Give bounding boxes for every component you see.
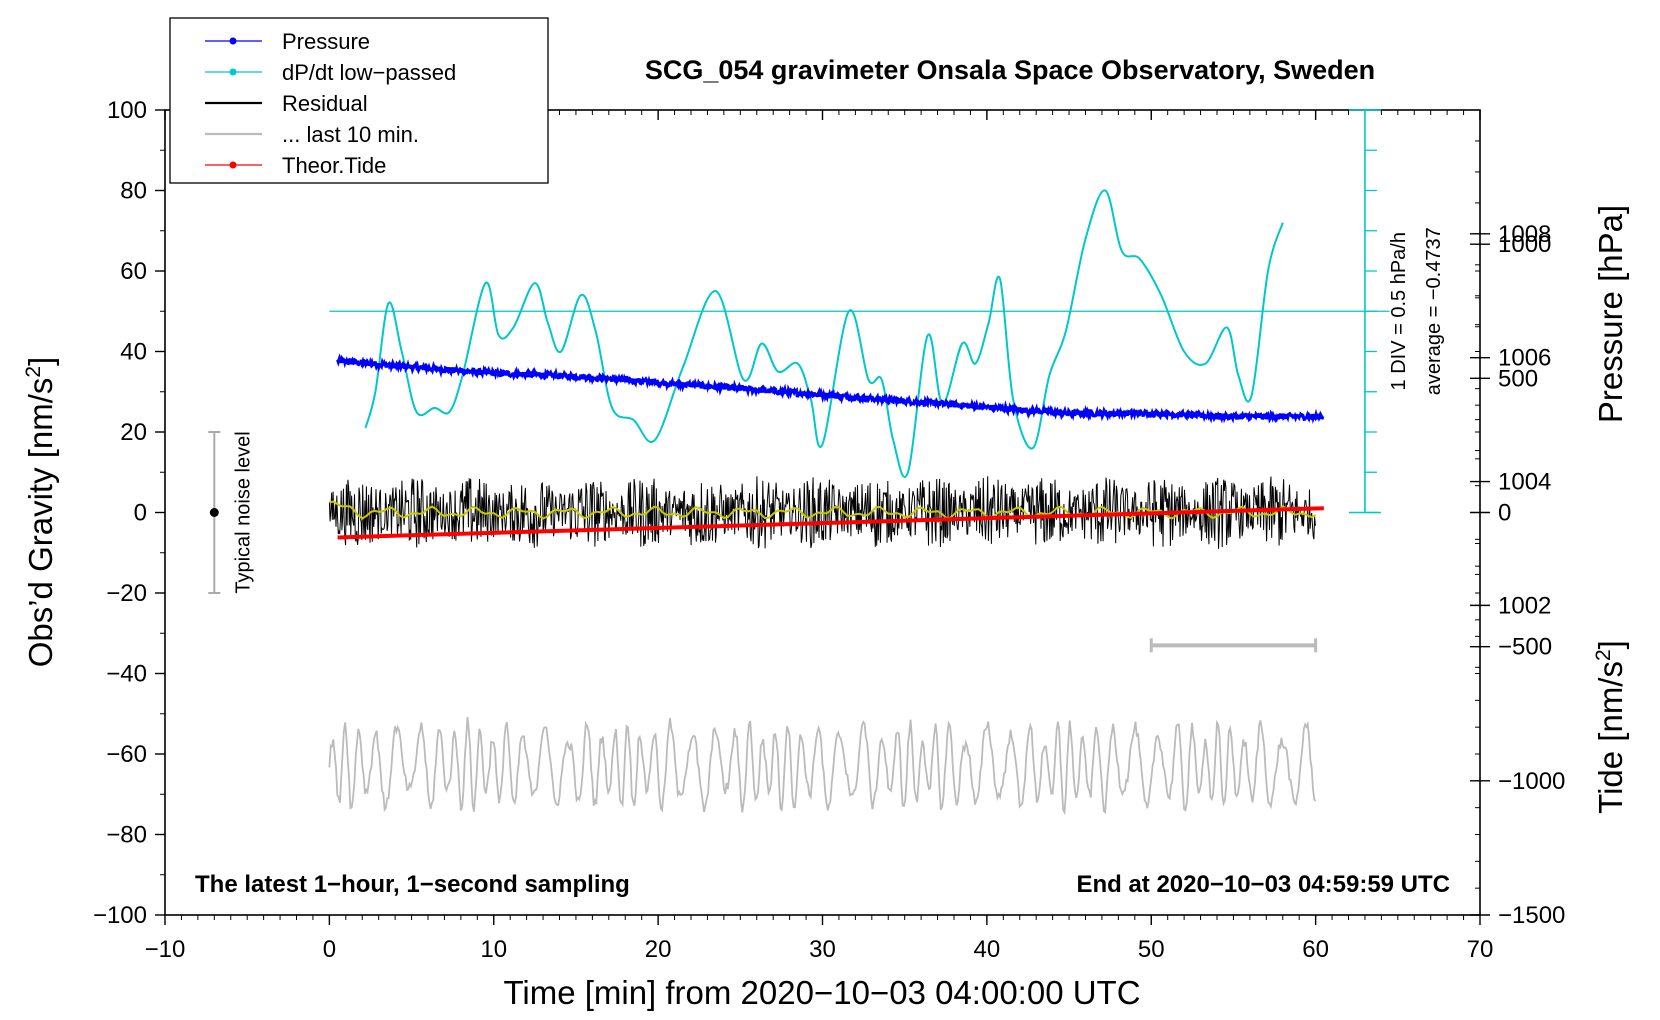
x-axis-label: Time [min] from 2020−10−03 04:00:00 UTC: [503, 974, 1140, 1011]
legend-marker: [229, 161, 237, 169]
pressure-tick-label: 1002: [1498, 592, 1551, 619]
y-axis-label-text: Obs’d Gravity [nm/s: [22, 378, 59, 668]
x-tick-label: 70: [1467, 936, 1494, 963]
chart-title: SCG_054 gravimeter Onsala Space Observat…: [645, 55, 1375, 85]
last-10-min-bar: [1149, 638, 1318, 653]
sampling-note: The latest 1−hour, 1−second sampling: [195, 871, 630, 898]
y-tick-label: 100: [107, 97, 147, 124]
pressure-axis-label: Pressure [hPa]: [1592, 205, 1629, 423]
pressure-tick-label: 1006: [1498, 345, 1551, 372]
tide-tick-label: −500: [1498, 634, 1552, 661]
legend-label: Pressure: [282, 29, 370, 54]
tide-axis-label: Tide [nm/s2]: [1592, 640, 1629, 814]
x-tick-label: 30: [809, 936, 836, 963]
x-tick-label: 40: [974, 936, 1001, 963]
pressure-axis-ticks: 1002 1004 1006 1008: [1470, 140, 1551, 668]
y-tick-label: 80: [120, 178, 147, 205]
legend-label: ... last 10 min.: [282, 122, 419, 147]
y-tick-label: −80: [106, 822, 147, 849]
legend: Pressure dP/dt low−passed Residual ... last…: [169, 17, 549, 184]
y-tick-label: −40: [106, 661, 147, 688]
x-tick-label: 50: [1138, 936, 1165, 963]
tide-axis-label-end: ]: [1592, 640, 1629, 649]
dpdt-scale-label: 1 DIV = 0.5 hPa/h: [1388, 232, 1410, 390]
x-axis-ticks: −10 0 10 20 30 40 50 60 70: [145, 110, 1494, 963]
y-axis-ticks: −100 −80 −60 −40 −20 0 20 40 60 80 100: [93, 97, 165, 929]
x-tick-label: 60: [1302, 936, 1329, 963]
x-tick-label: −10: [145, 936, 186, 963]
tide-tick-label: −1500: [1498, 902, 1565, 929]
dpdt-average-label: average = −0.4737: [1423, 227, 1445, 395]
legend-label: Theor.Tide: [282, 153, 386, 178]
tide-axis-label-sup: 2: [1592, 649, 1615, 661]
legend-label: Residual: [282, 91, 368, 116]
y-tick-label: 20: [120, 419, 147, 446]
tide-axis-ticks: −1500 −1000 −500 0 500 1000: [1470, 231, 1565, 929]
y-tick-label: −60: [106, 741, 147, 768]
tide-tick-label: 0: [1498, 500, 1511, 527]
legend-label: dP/dt low−passed: [282, 60, 456, 85]
tide-tick-label: 1000: [1498, 231, 1551, 258]
x-tick-label: 20: [645, 936, 672, 963]
tide-tick-label: −1000: [1498, 768, 1565, 795]
series-pressure-line: [336, 353, 1325, 425]
y-tick-label: 60: [120, 258, 147, 285]
y-tick-label: 0: [134, 500, 147, 527]
pressure-tick-label: 1008: [1498, 221, 1551, 248]
y-tick-label: −100: [93, 902, 147, 929]
end-time-note: End at 2020−10−03 04:59:59 UTC: [1076, 871, 1450, 898]
y-axis-label: Obs’d Gravity [nm/s2]: [22, 357, 59, 668]
noise-bar-center-dot: [209, 508, 219, 517]
pressure-tick-label: 1004: [1498, 469, 1551, 496]
y-tick-label: 40: [120, 339, 147, 366]
series-last-10-min-line: [328, 717, 1317, 816]
legend-marker: [229, 37, 237, 45]
typical-noise-bar: [208, 431, 221, 594]
y-axis-label-end: ]: [22, 357, 59, 366]
legend-marker: [229, 68, 237, 76]
series-dpdt-line: [364, 189, 1284, 478]
y-tick-label: −20: [106, 580, 147, 607]
typical-noise-label: Typical noise level: [232, 431, 254, 593]
legend-box: [169, 17, 549, 184]
tide-axis-label-text: Tide [nm/s: [1592, 661, 1629, 814]
series-theoretical-tide-line: [337, 506, 1324, 540]
x-tick-label: 10: [480, 936, 507, 963]
y-axis-label-sup: 2: [22, 366, 45, 378]
x-tick-label: 0: [323, 936, 336, 963]
tide-tick-label: 500: [1498, 365, 1538, 392]
